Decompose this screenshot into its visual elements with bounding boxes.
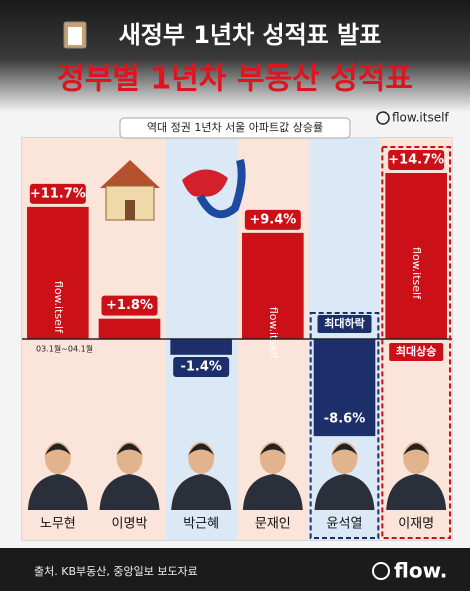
subtitle: 역대 정권 1년차 서울 아파트값 상승률	[147, 121, 323, 134]
value-label: -1.4%	[180, 360, 221, 375]
value-label-box	[388, 150, 445, 170]
header: 새정부 1년차 성적표 발표	[119, 21, 382, 49]
portrait-hair	[44, 443, 71, 455]
portrait-hair	[331, 443, 358, 455]
highlight-box	[381, 146, 452, 539]
house-door	[125, 200, 135, 220]
emblem-blue	[196, 159, 246, 219]
name-bg	[165, 510, 237, 540]
portrait-suit	[314, 474, 375, 510]
x-tick-label: 이명박	[112, 517, 148, 532]
watermark: flow.itself	[267, 307, 280, 360]
handle: flow.itself	[392, 111, 449, 125]
name-bg	[22, 510, 94, 540]
bar	[242, 232, 304, 339]
value-label-box	[173, 357, 230, 377]
annotation: 최대하락	[324, 316, 364, 330]
portrait-suit	[242, 474, 303, 510]
portrait-hair	[116, 443, 143, 455]
x-tick-label: 노무현	[40, 517, 76, 532]
subtitle-box	[119, 117, 351, 139]
bar	[170, 339, 232, 355]
name-bg	[93, 510, 166, 540]
logo: flow.	[394, 559, 447, 583]
portrait-suit	[386, 474, 447, 510]
bar	[385, 173, 447, 339]
watermark: flow.itself	[52, 281, 65, 334]
x-tick-label: 박근혜	[183, 517, 219, 532]
value-label-box	[316, 409, 373, 430]
x-tick-label: 문재인	[255, 517, 291, 532]
logo-icon	[372, 562, 390, 580]
portrait-hair	[188, 443, 215, 455]
bar	[27, 206, 89, 339]
value-label: +11.7%	[30, 186, 86, 201]
chart-title: 정부별 1년차 부동산 성적표	[57, 62, 413, 97]
clipboard-paper	[68, 27, 82, 45]
name-bg	[237, 510, 309, 540]
x-tick-label: 이재명	[398, 517, 434, 532]
portrait-suit	[171, 474, 232, 510]
plot: +11.7% flow.itself 노무현 +1.8% 이명박 -1.4% 박근혜 +9.4…	[21, 137, 453, 541]
watermark: flow.itself	[410, 247, 423, 300]
name-bg	[308, 510, 381, 540]
ig-icon	[376, 111, 390, 125]
value-label: -8.6%	[324, 412, 365, 427]
value-label: +9.4%	[249, 212, 296, 227]
portrait-hair	[403, 443, 430, 455]
highlight-box	[309, 312, 380, 539]
annotation-box	[389, 343, 444, 361]
value-label: +14.7%	[388, 153, 444, 168]
emblem	[182, 169, 228, 197]
value-label: +1.8%	[106, 298, 153, 313]
source: 출처. KB부동산, 중앙일보 보도자료	[34, 564, 198, 578]
value-label-box	[101, 295, 158, 316]
annotation-box	[317, 315, 372, 333]
x-tick-label: 윤석열	[327, 517, 363, 532]
portrait-hair	[259, 443, 286, 455]
period-note: 03.1월~04.1월	[36, 344, 93, 354]
house-roof	[100, 160, 160, 188]
value-label-box	[244, 209, 301, 230]
portrait-suit	[27, 474, 88, 510]
bar	[98, 318, 161, 339]
footer	[0, 548, 470, 591]
portrait-suit	[99, 474, 160, 510]
annotation: 최대상승	[396, 344, 436, 358]
value-label-box	[29, 183, 86, 204]
name-bg	[380, 510, 452, 540]
